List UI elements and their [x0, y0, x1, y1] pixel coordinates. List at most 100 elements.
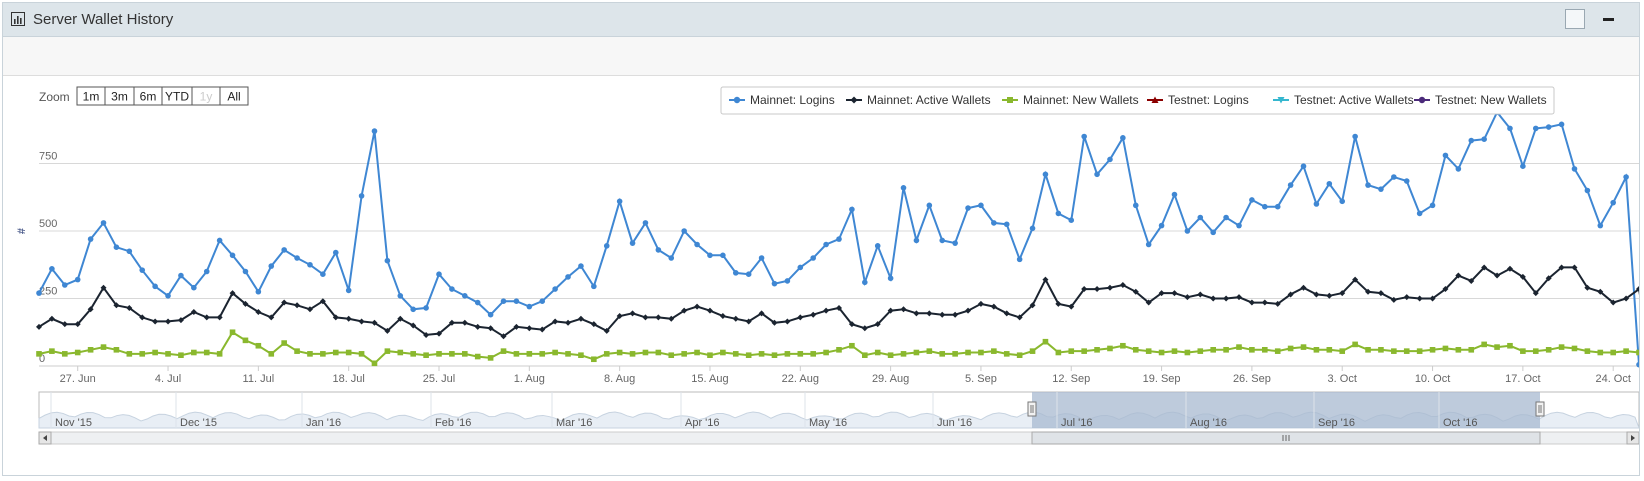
data-point	[36, 351, 42, 357]
data-point	[152, 283, 158, 290]
data-point	[74, 349, 81, 356]
data-point	[332, 314, 339, 321]
data-point	[732, 315, 739, 322]
data-point	[758, 255, 765, 261]
data-point	[1584, 284, 1591, 291]
data-point	[87, 347, 94, 353]
data-point	[642, 314, 649, 321]
data-point	[449, 286, 455, 292]
scroll-left-button[interactable]	[38, 431, 52, 445]
data-point	[332, 249, 339, 256]
legend-item[interactable]: Mainnet: New Wallets	[1002, 93, 1139, 107]
data-point	[1339, 348, 1346, 354]
navigator-selected-range[interactable]	[1032, 392, 1540, 428]
y-tick-label: 250	[39, 286, 57, 298]
data-point	[784, 278, 791, 284]
data-point	[294, 348, 300, 354]
legend-label: Mainnet: Logins	[750, 93, 835, 107]
data-point	[977, 300, 984, 307]
data-point	[797, 314, 804, 321]
data-point	[410, 351, 416, 357]
data-point	[745, 271, 752, 277]
data-point	[1391, 348, 1397, 354]
data-point	[500, 348, 507, 354]
data-point	[668, 352, 675, 358]
x-tick-label: 8. Aug	[604, 373, 635, 385]
data-point	[449, 351, 455, 357]
data-point	[1636, 349, 1642, 356]
data-point	[1287, 182, 1294, 188]
legend-item[interactable]: Testnet: New Wallets	[1414, 93, 1547, 107]
data-point	[62, 282, 68, 288]
data-point	[1571, 264, 1578, 271]
data-point	[1171, 191, 1178, 198]
data-point	[384, 327, 391, 334]
scroll-right-button[interactable]	[1626, 431, 1640, 445]
navigator-month-label: May '16	[809, 417, 847, 429]
data-point	[565, 351, 571, 357]
data-point	[1571, 345, 1578, 352]
zoom-button-label: 3m	[111, 90, 128, 104]
data-point	[694, 349, 700, 356]
minimize-button[interactable]	[1599, 9, 1619, 29]
data-point	[887, 307, 894, 314]
data-point	[1352, 341, 1358, 348]
navigator-right-handle[interactable]	[1535, 401, 1545, 417]
data-point	[178, 352, 184, 358]
data-point	[862, 352, 868, 358]
data-point	[203, 349, 210, 356]
zoom-button-6m[interactable]: 6m	[133, 86, 163, 106]
data-point	[732, 270, 739, 276]
data-point	[1106, 284, 1113, 291]
data-point	[1261, 299, 1268, 306]
data-point	[874, 321, 881, 328]
data-point	[823, 241, 829, 248]
navigator-month-label: Oct '16	[1443, 417, 1478, 429]
data-point	[1184, 228, 1191, 234]
data-point	[1339, 290, 1346, 297]
data-point	[332, 349, 339, 356]
legend-item[interactable]: Mainnet: Active Wallets	[846, 93, 991, 107]
data-point	[642, 349, 649, 356]
data-point	[978, 349, 984, 356]
data-point	[62, 351, 68, 357]
data-point	[371, 319, 378, 326]
data-point	[1068, 303, 1075, 310]
legend-item[interactable]: Testnet: Active Wallets	[1273, 93, 1414, 107]
navigator-left-handle[interactable]	[1027, 401, 1037, 417]
data-point	[900, 306, 907, 313]
data-point	[1455, 347, 1462, 353]
zoom-button-ytd[interactable]: YTD	[161, 86, 193, 106]
data-point	[1274, 203, 1281, 210]
data-point	[1132, 347, 1139, 353]
x-tick-label: 5. Sep	[965, 373, 997, 385]
data-point	[771, 319, 778, 326]
data-point	[862, 279, 868, 286]
data-point	[1210, 295, 1217, 302]
data-point	[100, 344, 107, 350]
data-point	[745, 318, 752, 325]
data-point	[1442, 345, 1449, 352]
zoom-button-all[interactable]: All	[219, 86, 249, 106]
data-point	[719, 313, 726, 320]
zoom-button-label: YTD	[165, 90, 189, 104]
chevron-left-icon	[43, 435, 47, 441]
data-point	[216, 314, 223, 321]
legend-item[interactable]: Testnet: Logins	[1147, 93, 1249, 107]
data-point	[36, 323, 42, 330]
data-point	[784, 351, 791, 357]
data-point	[1132, 288, 1139, 295]
data-point	[1223, 214, 1229, 221]
data-point	[758, 310, 765, 317]
maximize-button[interactable]	[1565, 9, 1585, 29]
legend-item[interactable]: Mainnet: Logins	[729, 93, 835, 107]
data-point	[681, 228, 687, 234]
zoom-button-1m[interactable]: 1m	[76, 86, 106, 106]
data-point	[87, 236, 94, 242]
data-point	[1377, 290, 1384, 297]
zoom-button-label: All	[227, 90, 240, 104]
data-point	[513, 351, 520, 357]
data-point	[1120, 135, 1126, 141]
zoom-button-3m[interactable]: 3m	[104, 86, 135, 106]
data-point	[848, 321, 855, 328]
